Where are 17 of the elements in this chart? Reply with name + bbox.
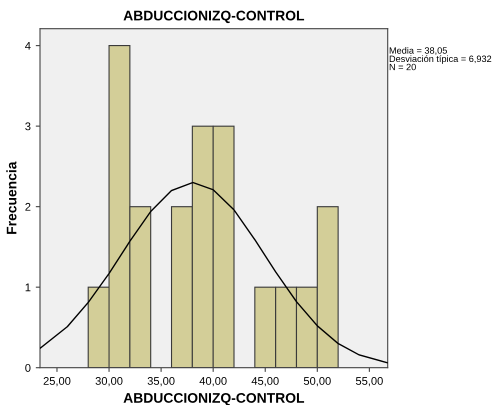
y-tick-label: 3 <box>25 122 30 130</box>
x-tick-label: 45,00 <box>252 377 279 386</box>
x-tick-label: 55,00 <box>356 377 383 386</box>
x-tick-label: 35,00 <box>148 377 175 386</box>
x-tick-label: 50,00 <box>304 377 331 386</box>
y-tick-label: 1 <box>26 284 30 292</box>
x-axis-title: ABDUCCIONIZQ-CONTROL <box>124 393 304 405</box>
y-tick-label: 4 <box>25 42 31 50</box>
chart-title: ABDUCCIONIZQ-CONTROL <box>124 10 304 24</box>
y-tick-label: 0 <box>25 364 31 372</box>
text: Media = 38,05 Desviación típica = 6,932 N = 20 <box>390 47 492 70</box>
x-tick-label: 30,00 <box>96 377 123 386</box>
line-series <box>40 182 388 364</box>
y-axis-title: Frecuencia <box>6 161 16 234</box>
x-tick-label: 25,00 <box>44 377 70 386</box>
y-tick-label: 2 <box>25 202 30 211</box>
x-tick-label: 40,00 <box>200 377 227 386</box>
